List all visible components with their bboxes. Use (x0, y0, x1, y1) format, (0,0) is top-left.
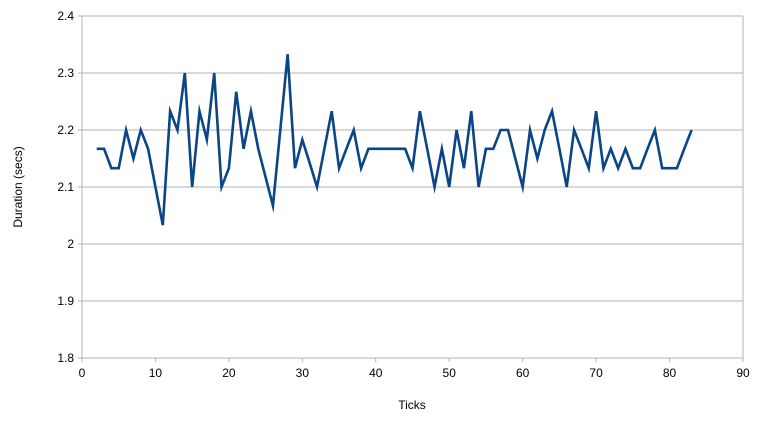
y-axis-tick-label: 2.4 (57, 9, 74, 23)
data-series-group (96, 54, 693, 226)
y-axis-tick-label: 2 (67, 237, 74, 251)
y-axis-tick-label: 2.3 (57, 66, 74, 80)
x-axis-tick-label: 10 (149, 366, 163, 380)
duration-series-line (96, 54, 693, 226)
x-axis-tick-label: 50 (443, 366, 457, 380)
y-axis-tick-label: 2.1 (57, 180, 74, 194)
y-axis-title: Duration (secs) (11, 146, 25, 227)
x-axis-tick-label: 0 (79, 366, 86, 380)
x-axis-tick-label: 60 (516, 366, 530, 380)
x-axis-tick-label: 20 (222, 366, 236, 380)
x-axis-tick-label: 70 (589, 366, 603, 380)
y-axis-tick-label: 2.2 (57, 123, 74, 137)
x-axis-tick-label: 40 (369, 366, 383, 380)
gridlines-group (82, 15, 743, 359)
x-axis-tick-label: 30 (296, 366, 310, 380)
x-axis-tick-label: 80 (663, 366, 677, 380)
x-axis-title: Ticks (398, 398, 426, 412)
tick-marks-group (78, 15, 744, 362)
axis-tick-labels-group: 1.8 1.9 2 2.1 2.2 2.3 2.4 0 10 20 30 40 50 60 70 80 90 (57, 9, 750, 380)
x-axis-tick-label: 90 (736, 366, 750, 380)
y-axis-tick-label: 1.9 (57, 294, 74, 308)
y-axis-tick-label: 1.8 (57, 351, 74, 365)
